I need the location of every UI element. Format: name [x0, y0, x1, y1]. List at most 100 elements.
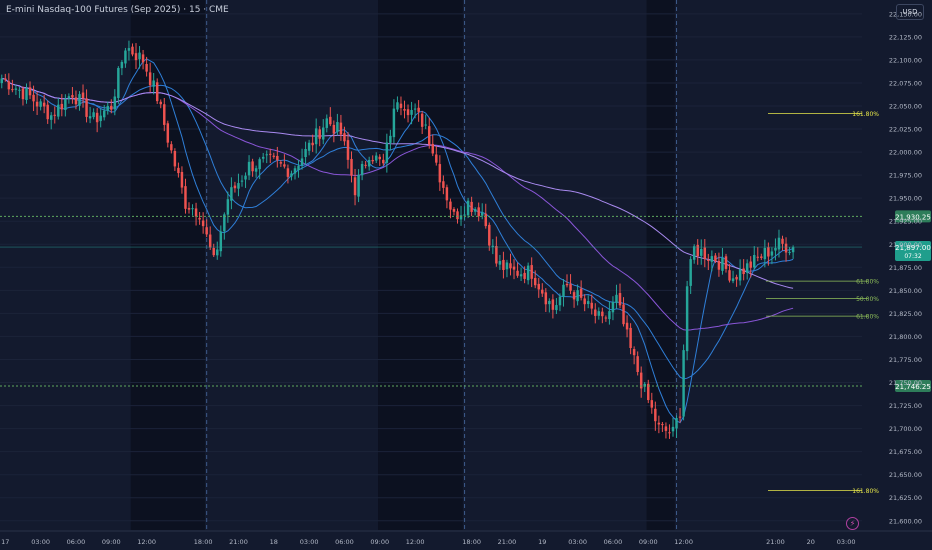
candle-body: [615, 294, 618, 303]
candle-body: [438, 164, 442, 183]
x-tick-label: 03:00: [568, 538, 587, 546]
candle-body: [703, 247, 707, 259]
candle-body: [650, 400, 654, 408]
candle-body: [558, 296, 562, 306]
candle-body: [350, 158, 353, 176]
candle-body: [466, 200, 470, 216]
candle-body: [364, 164, 367, 166]
candle-body: [170, 144, 173, 151]
candle-body: [396, 102, 399, 110]
candle-body: [654, 408, 657, 422]
candle-body: [152, 80, 155, 87]
currency-button[interactable]: USD: [896, 4, 924, 20]
candle-body: [371, 160, 374, 162]
y-tick-label: 21,900.00: [889, 241, 922, 249]
candle-body: [417, 107, 420, 112]
candle-body: [353, 177, 357, 196]
x-tick-label: 12:00: [674, 538, 693, 546]
candle-body: [668, 432, 671, 434]
candle-body: [519, 274, 523, 277]
candle-body: [516, 270, 519, 276]
candle-body: [770, 251, 774, 256]
moving-average-line: [1, 58, 794, 424]
candle-body: [749, 261, 752, 268]
candle-body: [760, 256, 763, 258]
candle-body: [42, 102, 46, 107]
candle-body: [279, 162, 283, 164]
lightning-icon[interactable]: ⚡: [846, 517, 859, 530]
candle-body: [714, 255, 717, 262]
candle-body: [131, 46, 134, 55]
candle-body: [106, 105, 109, 111]
candle-body: [671, 426, 675, 432]
candle-body: [360, 163, 364, 176]
candle-body: [293, 168, 297, 174]
y-tick-label: 21,875.00: [889, 264, 922, 272]
x-tick-label: 06:00: [335, 538, 354, 546]
candle-body: [382, 159, 385, 164]
candle-body: [357, 174, 360, 197]
x-tick-label: 03:00: [300, 538, 319, 546]
candle-body: [763, 247, 767, 260]
candle-body: [339, 122, 343, 135]
grid-lines: [0, 13, 862, 522]
x-tick-label: 09:00: [370, 538, 389, 546]
candle-body: [632, 349, 636, 356]
y-tick-label: 21,625.00: [889, 494, 922, 502]
candle-body: [675, 418, 678, 429]
candle-body: [95, 112, 99, 123]
candle-body: [555, 305, 558, 311]
candle-body: [378, 156, 382, 160]
candle-body: [120, 61, 124, 69]
candle-body: [710, 256, 714, 262]
candle-body: [406, 109, 410, 116]
candle-body: [459, 215, 463, 220]
x-tick-label: 21:00: [498, 538, 517, 546]
x-tick-label: 03:00: [837, 538, 856, 546]
candle-body: [283, 164, 286, 167]
candle-body: [230, 187, 233, 201]
price-level-badge: [895, 379, 931, 392]
candle-body: [102, 110, 106, 118]
candle-body: [399, 103, 403, 108]
candle-body: [240, 180, 244, 182]
candle-body: [375, 155, 378, 161]
candle-body: [163, 104, 166, 125]
candle-body: [505, 262, 509, 270]
candle-body: [594, 309, 597, 316]
y-tick-label: 21,700.00: [889, 425, 922, 433]
candle-body: [290, 173, 293, 177]
candle-body: [39, 101, 42, 107]
candle-body: [67, 96, 71, 99]
candle-body: [159, 101, 162, 105]
x-tick-label: 17: [1, 538, 9, 546]
candle-body: [304, 149, 307, 158]
candle-body: [322, 127, 325, 140]
candle-body: [145, 63, 148, 72]
candle-body: [247, 161, 251, 176]
candle-body: [336, 122, 339, 132]
candle-body: [541, 289, 544, 294]
candle-body: [191, 208, 194, 210]
candle-body: [745, 263, 749, 273]
candle-body: [18, 89, 21, 91]
candle-body: [25, 88, 28, 100]
y-tick-label: 21,600.00: [889, 517, 922, 525]
candle-body: [4, 78, 7, 80]
candle-body: [410, 109, 413, 115]
x-tick-label: 21:00: [229, 538, 248, 546]
candle-body: [92, 112, 95, 118]
candle-body: [205, 227, 208, 235]
session-shade: [378, 0, 463, 530]
candle-body: [625, 322, 629, 330]
x-tick-label: 09:00: [639, 538, 658, 546]
candle-body: [127, 48, 131, 51]
candle-body: [685, 286, 689, 352]
y-tick-label: 22,000.00: [889, 149, 922, 157]
candle-body: [586, 301, 590, 305]
candle-body: [141, 54, 145, 63]
x-tick-label: 18:00: [462, 538, 481, 546]
price-level-badge: [895, 210, 931, 223]
candle-body: [622, 304, 625, 325]
